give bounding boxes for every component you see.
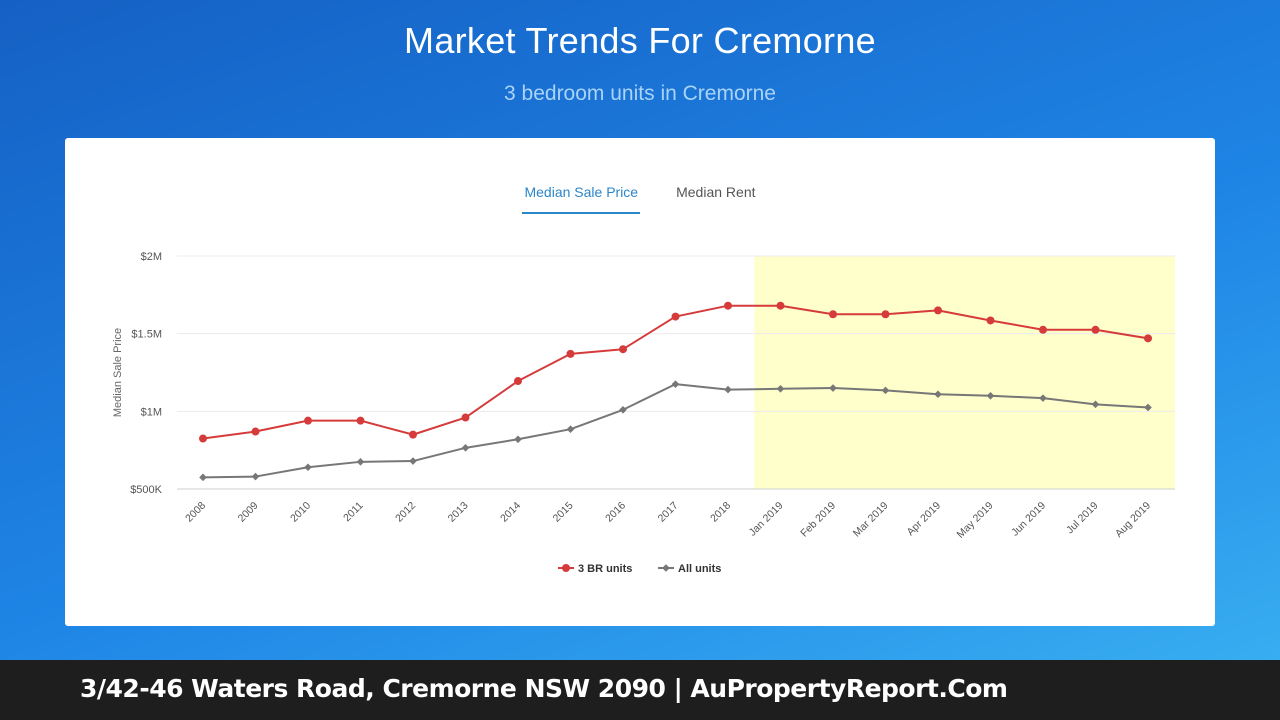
x-tick-label: May 2019 [955,500,996,541]
data-point [566,349,575,358]
y-tick-label: $1.5M [131,329,162,341]
footer-address: 3/42-46 Waters Road, Cremorne NSW 2090 |… [80,674,1008,703]
x-tick-label: Jan 2019 [747,500,786,539]
data-point [986,316,995,325]
data-point [1039,325,1047,334]
data-point [776,385,785,393]
x-tick-label: 2011 [341,500,366,525]
data-point [1091,400,1100,409]
data-point [671,312,680,321]
data-point [461,444,470,452]
x-tick-label: 2012 [393,500,418,525]
data-point [356,458,365,466]
data-point [199,434,207,443]
data-point [1039,394,1047,402]
data-point [356,416,365,425]
data-point [251,427,260,436]
data-point [1144,403,1152,412]
x-tick-label: 2013 [446,500,471,525]
median-sale-price-chart: $500K $1M $1.5M $2M Median Sale Price 2008 200… [112,251,1175,575]
data-point [304,416,312,425]
highlight-band [754,256,1175,489]
x-tick-label: 2015 [551,500,576,525]
data-point [199,473,207,482]
data-point [776,301,785,310]
data-point [304,463,312,472]
data-point [1091,325,1100,334]
tab-median-rent[interactable]: Median Rent [676,184,756,200]
tab-median-sale-price[interactable]: Median Sale Price [522,182,641,214]
data-point [934,306,942,315]
data-point [514,377,522,386]
x-tick-label: 2016 [603,500,628,525]
x-tick-label: 2008 [183,500,208,525]
data-point [671,380,680,388]
page-title: Market Trends For Cremorne [404,20,876,61]
chart-card: Median Sale Price Median Rent $500K $1M $1… [65,138,1215,626]
data-point [934,390,942,399]
x-tick-label: Jun 2019 [1009,500,1048,539]
data-point [409,457,417,465]
data-point [619,345,627,354]
data-point [251,472,260,481]
x-tick-label: 2017 [656,500,681,525]
x-tick-label: Jul 2019 [1064,500,1101,537]
footer-bar: 3/42-46 Waters Road, Cremorne NSW 2090 |… [0,660,1280,720]
legend-marker [662,564,670,572]
data-point [566,425,575,433]
data-point [881,386,890,395]
data-point [829,310,837,319]
data-point [514,435,522,444]
y-tick-label: $2M [141,251,162,263]
data-point [881,310,890,319]
data-point [461,413,470,422]
data-point [1144,334,1152,343]
data-point [724,301,732,310]
legend-marker [562,564,570,572]
x-tick-label: Feb 2019 [798,500,838,540]
chart-tabs: Median Sale Price Median Rent [65,182,1215,216]
y-tick-label: $1M [141,406,162,418]
data-point [829,384,837,392]
legend-label: All units [678,563,721,575]
x-tick-label: 2018 [708,500,733,525]
data-point [986,392,995,400]
y-axis-label: Median Sale Price [112,328,124,417]
page-subtitle: 3 bedroom units in Cremorne [504,82,776,105]
legend-label: 3 BR units [578,563,632,575]
x-tick-label: 2014 [498,500,523,525]
data-point [619,405,627,414]
x-tick-label: 2009 [236,500,261,525]
x-tick-label: Aug 2019 [1113,500,1153,540]
x-tick-label: Mar 2019 [851,500,891,540]
x-tick-label: 2010 [288,500,313,525]
y-tick-label: $500K [130,484,162,496]
data-point [724,385,732,394]
data-point [409,430,417,439]
x-tick-label: Apr 2019 [904,500,943,539]
